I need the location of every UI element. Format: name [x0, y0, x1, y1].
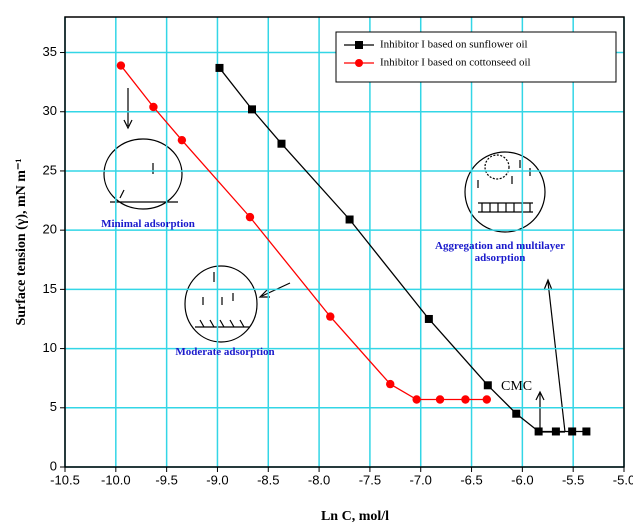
- marker: [246, 213, 254, 221]
- annotation: Aggregation and multilayer adsorption: [430, 240, 570, 264]
- marker: [326, 312, 334, 320]
- marker: [277, 140, 285, 148]
- y-tick-label: 0: [50, 458, 57, 473]
- marker: [117, 61, 125, 69]
- marker: [412, 395, 420, 403]
- annotation: CMC: [501, 379, 532, 394]
- y-tick-label: 20: [43, 222, 57, 237]
- x-tick-label: -8.5: [257, 472, 279, 487]
- marker: [215, 64, 223, 72]
- marker: [568, 427, 576, 435]
- annotation: Minimal adsorption: [88, 218, 208, 230]
- y-axis-label: Surface tension (γ), mN m⁻¹: [14, 158, 29, 325]
- marker: [483, 395, 491, 403]
- legend-label: Inhibitor I based on sunflower oil: [380, 39, 528, 51]
- marker: [346, 216, 354, 224]
- marker: [461, 395, 469, 403]
- x-tick-label: -5.0: [613, 472, 633, 487]
- marker: [535, 427, 543, 435]
- marker: [149, 103, 157, 111]
- x-tick-label: -9.0: [206, 472, 228, 487]
- marker: [582, 427, 590, 435]
- x-tick-label: -7.0: [410, 472, 432, 487]
- marker: [552, 427, 560, 435]
- x-tick-label: -6.5: [460, 472, 482, 487]
- marker: [425, 315, 433, 323]
- page: Ln C, mol/l Surface tension (γ), mN m⁻¹ …: [0, 0, 633, 527]
- marker: [436, 395, 444, 403]
- y-tick-label: 15: [43, 281, 57, 296]
- y-tick-label: 30: [43, 103, 57, 118]
- legend-marker: [355, 41, 363, 49]
- marker: [484, 381, 492, 389]
- marker: [512, 410, 520, 418]
- legend-label: Inhibitor I based on cottonseed oil: [380, 57, 531, 69]
- y-tick-label: 5: [50, 399, 57, 414]
- x-tick-label: -9.5: [155, 472, 177, 487]
- marker: [248, 105, 256, 113]
- x-tick-label: -10.5: [50, 472, 80, 487]
- annotation: Moderate adsorption: [150, 346, 300, 358]
- y-tick-label: 25: [43, 162, 57, 177]
- x-axis-label: Ln C, mol/l: [321, 509, 389, 524]
- x-tick-label: -6.0: [511, 472, 533, 487]
- marker: [386, 380, 394, 388]
- x-tick-label: -5.5: [562, 472, 584, 487]
- legend: Inhibitor I based on sunflower oil Inhibi…: [336, 32, 616, 82]
- y-tick-label: 10: [43, 340, 57, 355]
- x-tick-label: -7.5: [359, 472, 381, 487]
- y-tick-label: 35: [43, 44, 57, 59]
- x-tick-label: -8.0: [308, 472, 330, 487]
- marker: [178, 136, 186, 144]
- legend-marker: [355, 59, 363, 67]
- x-tick-label: -10.0: [101, 472, 131, 487]
